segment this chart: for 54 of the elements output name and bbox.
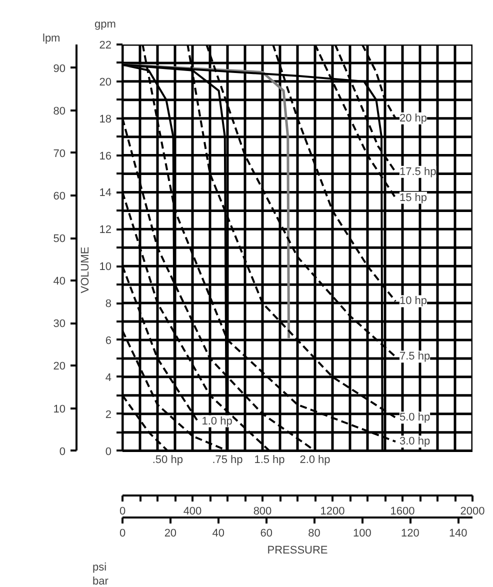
x-axis-title: PRESSURE: [267, 544, 328, 556]
y-tick-label: 10: [99, 261, 112, 274]
y-tick-label: 0: [105, 446, 112, 458]
x-tick-label: 1600: [390, 506, 415, 518]
y-tick-label: 4: [105, 372, 112, 384]
x2-tick-label: 80: [308, 528, 320, 540]
x-tick-label: 2000: [460, 506, 485, 518]
y-tick-label: 8: [105, 298, 112, 310]
y2-tick-label: 20: [53, 360, 66, 373]
x-tick-label: 0: [119, 506, 126, 518]
x-tick-label: 800: [253, 506, 272, 518]
series-label: 3.0 hp: [400, 436, 430, 448]
y2-tick-label: 0: [59, 446, 66, 458]
series-label: 7.5 hp: [400, 350, 430, 363]
x2-tick-label: 20: [164, 528, 177, 540]
y2-tick-label: 80: [53, 105, 66, 118]
x2-tick-label: 120: [400, 528, 420, 540]
series-label: 20 hp: [400, 112, 428, 124]
y2-tick-label: 60: [53, 190, 66, 203]
series-label: 1.0 hp: [202, 415, 232, 428]
y2-tick-label: 40: [53, 276, 66, 288]
y-tick-label: 6: [105, 334, 112, 347]
x2-tick-label: 60: [260, 528, 272, 540]
series-label: 1.5 hp: [254, 454, 285, 466]
series-label: 5.0 hp: [400, 412, 430, 424]
y-tick-label: 16: [99, 150, 112, 162]
x2-tick-label: 140: [448, 528, 468, 540]
text: bar: [92, 576, 109, 587]
text: psi: [92, 562, 107, 574]
x-tick-label: 1200: [320, 506, 345, 518]
y2-tick-label: 30: [53, 318, 66, 330]
y-axis-title: VOLUME: [79, 246, 92, 294]
series-label: .50 hp: [152, 454, 183, 466]
text: lpm: [42, 32, 60, 44]
y2-tick-label: 70: [53, 148, 66, 160]
y-tick-label: 12: [99, 224, 112, 236]
series-label: 15 hp: [400, 192, 428, 204]
y2-tick-label: 10: [53, 403, 66, 416]
x2-tick-label: 100: [353, 528, 372, 540]
x2-tick-label: 40: [212, 528, 225, 540]
y-tick-label: 20: [99, 76, 112, 88]
x2-tick-label: 0: [119, 528, 126, 540]
series-label: 17.5 hp: [400, 166, 436, 178]
y-tick-label: 18: [99, 113, 112, 126]
x-tick-label: 400: [183, 506, 202, 518]
text: gpm: [94, 18, 116, 30]
series-label: 2.0 hp: [300, 454, 330, 466]
series-label: 10 hp: [400, 295, 428, 308]
series-label: .75 hp: [212, 454, 243, 466]
y-tick-label: 14: [99, 187, 112, 200]
y-tick-label: 2: [105, 408, 112, 421]
y2-tick-label: 50: [53, 233, 66, 246]
y-tick-label: 22: [99, 40, 112, 52]
y2-tick-label: 90: [53, 62, 66, 75]
